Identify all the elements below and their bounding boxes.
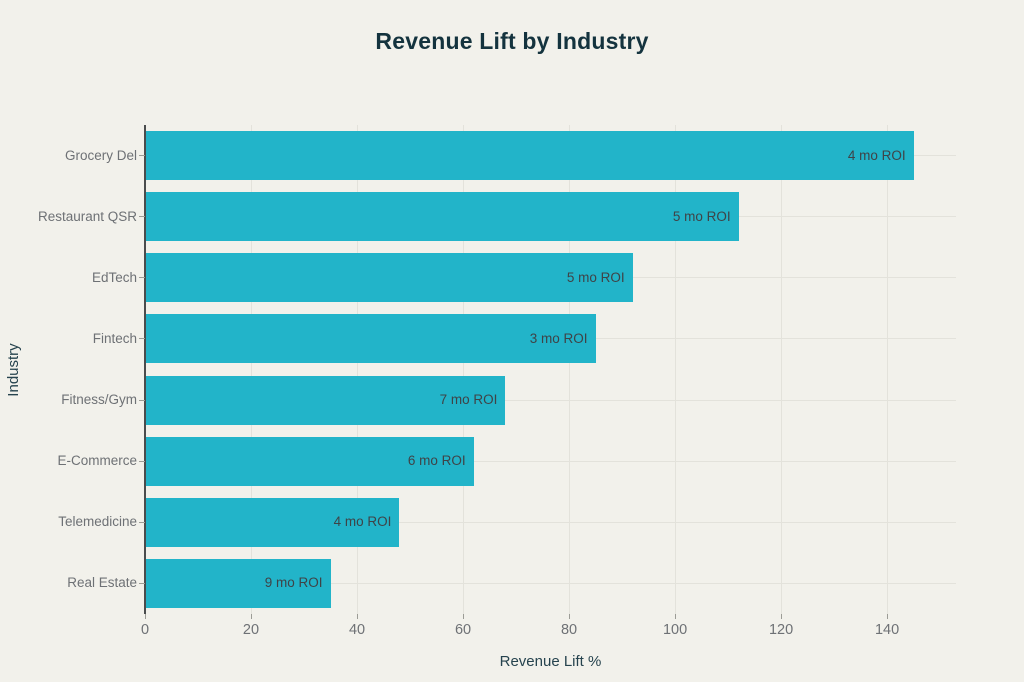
x-axis-title: Revenue Lift % (499, 653, 602, 670)
gridline-vertical (674, 125, 676, 614)
bar-value-label: 4 mo ROI (333, 514, 392, 530)
y-tick-label: Telemedicine (58, 514, 137, 530)
y-tick-mark (139, 216, 145, 218)
bar[interactable] (145, 436, 474, 486)
x-tick-label: 20 (242, 622, 260, 638)
gridline-vertical (568, 125, 570, 614)
x-tick-mark (886, 614, 888, 619)
y-tick-label: Grocery Del (64, 147, 137, 163)
bar[interactable] (145, 375, 506, 425)
x-tick-label: 120 (768, 622, 794, 638)
y-tick-label: Fitness/Gym (61, 392, 137, 408)
chart-title: Revenue Lift by Industry (375, 28, 649, 54)
bar[interactable] (145, 192, 739, 242)
x-tick-mark (568, 614, 570, 619)
gridline-vertical (780, 125, 782, 614)
gridline-vertical (356, 125, 358, 614)
x-tick-mark (356, 614, 358, 619)
bar[interactable] (145, 253, 633, 303)
y-tick-mark (139, 521, 145, 523)
bar-value-label: 5 mo ROI (566, 269, 625, 285)
y-tick-mark (139, 399, 145, 401)
gridline-vertical (886, 125, 888, 614)
x-tick-mark (780, 614, 782, 619)
bar-value-label: 5 mo ROI (672, 208, 731, 224)
gridline-horizontal (145, 521, 956, 523)
y-tick-label: Real Estate (67, 575, 137, 591)
bar[interactable] (145, 131, 914, 181)
x-tick-label: 0 (140, 622, 150, 638)
x-tick-mark (674, 614, 676, 619)
y-tick-label: Fintech (92, 330, 137, 346)
x-tick-label: 40 (348, 622, 366, 638)
y-tick-mark (139, 155, 145, 157)
gridline-vertical (250, 125, 252, 614)
x-tick-label: 80 (560, 622, 578, 638)
y-tick-mark (139, 582, 145, 584)
x-tick-mark (144, 614, 146, 619)
gridline-horizontal (145, 460, 956, 462)
y-tick-mark (139, 338, 145, 340)
bar[interactable] (145, 558, 331, 608)
gridline-horizontal (145, 582, 956, 584)
x-tick-mark (462, 614, 464, 619)
bar[interactable] (145, 497, 400, 547)
y-tick-label: Restaurant QSR (37, 208, 137, 224)
plot-area: 4 mo ROI 5 mo ROI 5 mo ROI 3 mo ROI 7 mo ROI… (144, 125, 956, 614)
x-tick-label: 140 (874, 622, 900, 638)
y-tick-mark (139, 277, 145, 279)
x-tick-label: 100 (662, 622, 688, 638)
gridline-vertical (462, 125, 464, 614)
bar-value-label: 3 mo ROI (529, 330, 588, 346)
bar-value-label: 6 mo ROI (407, 453, 466, 469)
bar-value-label: 7 mo ROI (439, 392, 498, 408)
gridline-horizontal (145, 399, 956, 401)
bar-value-label: 4 mo ROI (847, 147, 906, 163)
bar-value-label: 9 mo ROI (264, 575, 323, 591)
y-axis-line (144, 125, 146, 614)
y-tick-label: E-Commerce (57, 453, 137, 469)
bar[interactable] (145, 314, 596, 364)
y-tick-label: EdTech (91, 269, 137, 285)
x-tick-label: 60 (454, 622, 472, 638)
y-tick-mark (139, 460, 145, 462)
x-tick-mark (250, 614, 252, 619)
